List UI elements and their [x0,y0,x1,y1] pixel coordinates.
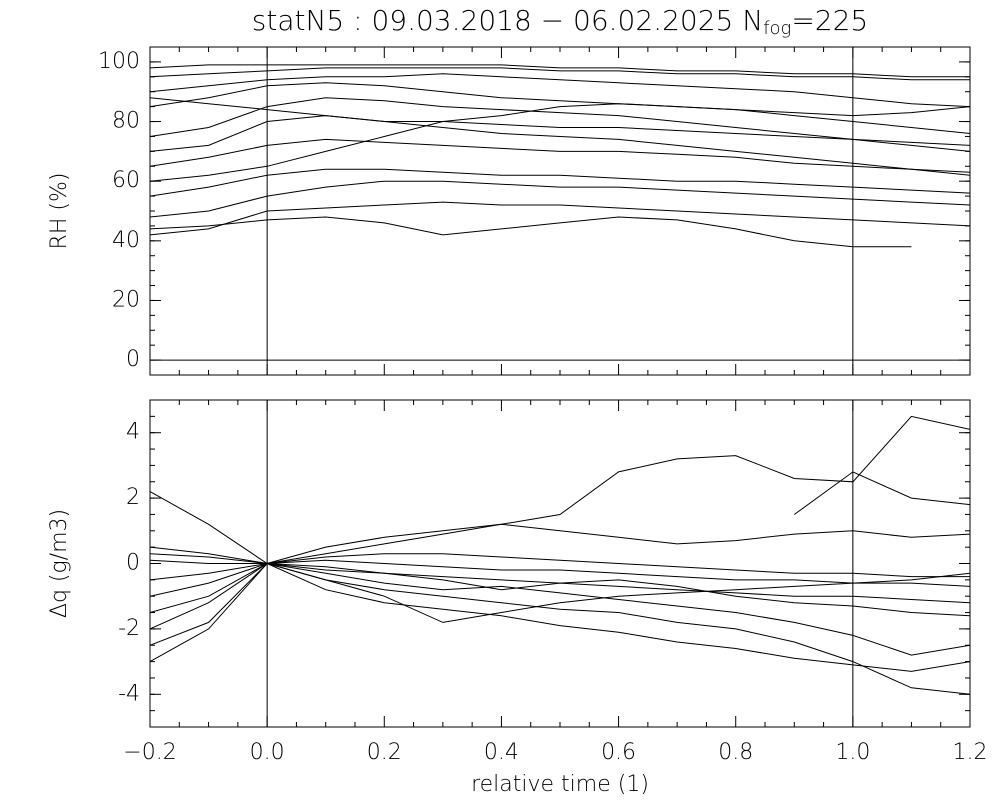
y-tick-label: 80 [112,109,140,134]
series-line [150,562,970,672]
series-line [150,138,970,173]
y-tick-label: -4 [118,681,140,706]
series-line [150,415,970,630]
chart-title: statN5 : 09.03.2018 − 06.02.2025 Nfog=22… [252,4,869,39]
y-axis-label: RH (%) [47,173,72,250]
y-tick-label: 60 [112,168,140,193]
series-line [150,97,970,152]
series-line [150,562,970,646]
series-line [150,97,970,146]
x-tick-label: −0.2 [123,740,176,765]
title-subscript: fog [763,18,791,39]
x-tick-label: 1.2 [953,740,988,765]
series-line [150,180,970,218]
plot-lines [150,64,970,248]
title-suffix: =225 [791,4,868,37]
plot-lines [150,415,970,695]
series-line [150,562,970,617]
series-line [150,523,970,565]
y-tick-label: 0 [126,551,140,576]
y-tick-label: 0 [126,347,140,372]
series-line [150,73,970,108]
y-tick-label: 4 [126,420,140,445]
y-axis-label: Δq (g/m3) [47,509,72,618]
y-tick-label: 2 [126,485,140,510]
y-tick-label: 20 [112,287,140,312]
series-line [150,103,970,182]
x-tick-label: 0.6 [601,740,636,765]
x-tick-label: 1.0 [835,740,870,765]
series-line [150,168,970,197]
series-line [794,471,970,515]
x-axis-label: relative time (1) [471,772,649,797]
series-line [150,115,970,176]
x-tick-label: 0.2 [367,740,402,765]
series-line [150,201,970,236]
y-tick-label: 100 [98,49,140,74]
x-tick-label: 0.0 [250,740,285,765]
series-line [150,553,970,604]
series-line [150,562,970,656]
series-line [150,559,970,587]
x-tick-label: 0.8 [718,740,753,765]
series-line [150,82,970,134]
title-main: statN5 : 09.03.2018 − 06.02.2025 N [252,4,763,37]
y-tick-label: -2 [118,616,140,641]
x-tick-label: 0.4 [484,740,519,765]
series-line [150,64,970,78]
series-line [150,553,970,581]
y-tick-label: 40 [112,228,140,253]
series-line [150,67,970,81]
series-line [150,216,912,248]
